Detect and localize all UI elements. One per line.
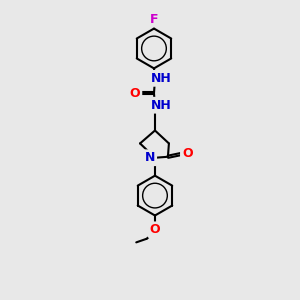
Text: N: N: [145, 151, 155, 164]
Text: O: O: [150, 223, 160, 236]
Text: NH: NH: [151, 72, 172, 85]
Text: F: F: [150, 13, 158, 26]
Text: O: O: [182, 147, 193, 160]
Text: O: O: [130, 87, 140, 100]
Text: NH: NH: [151, 99, 172, 112]
